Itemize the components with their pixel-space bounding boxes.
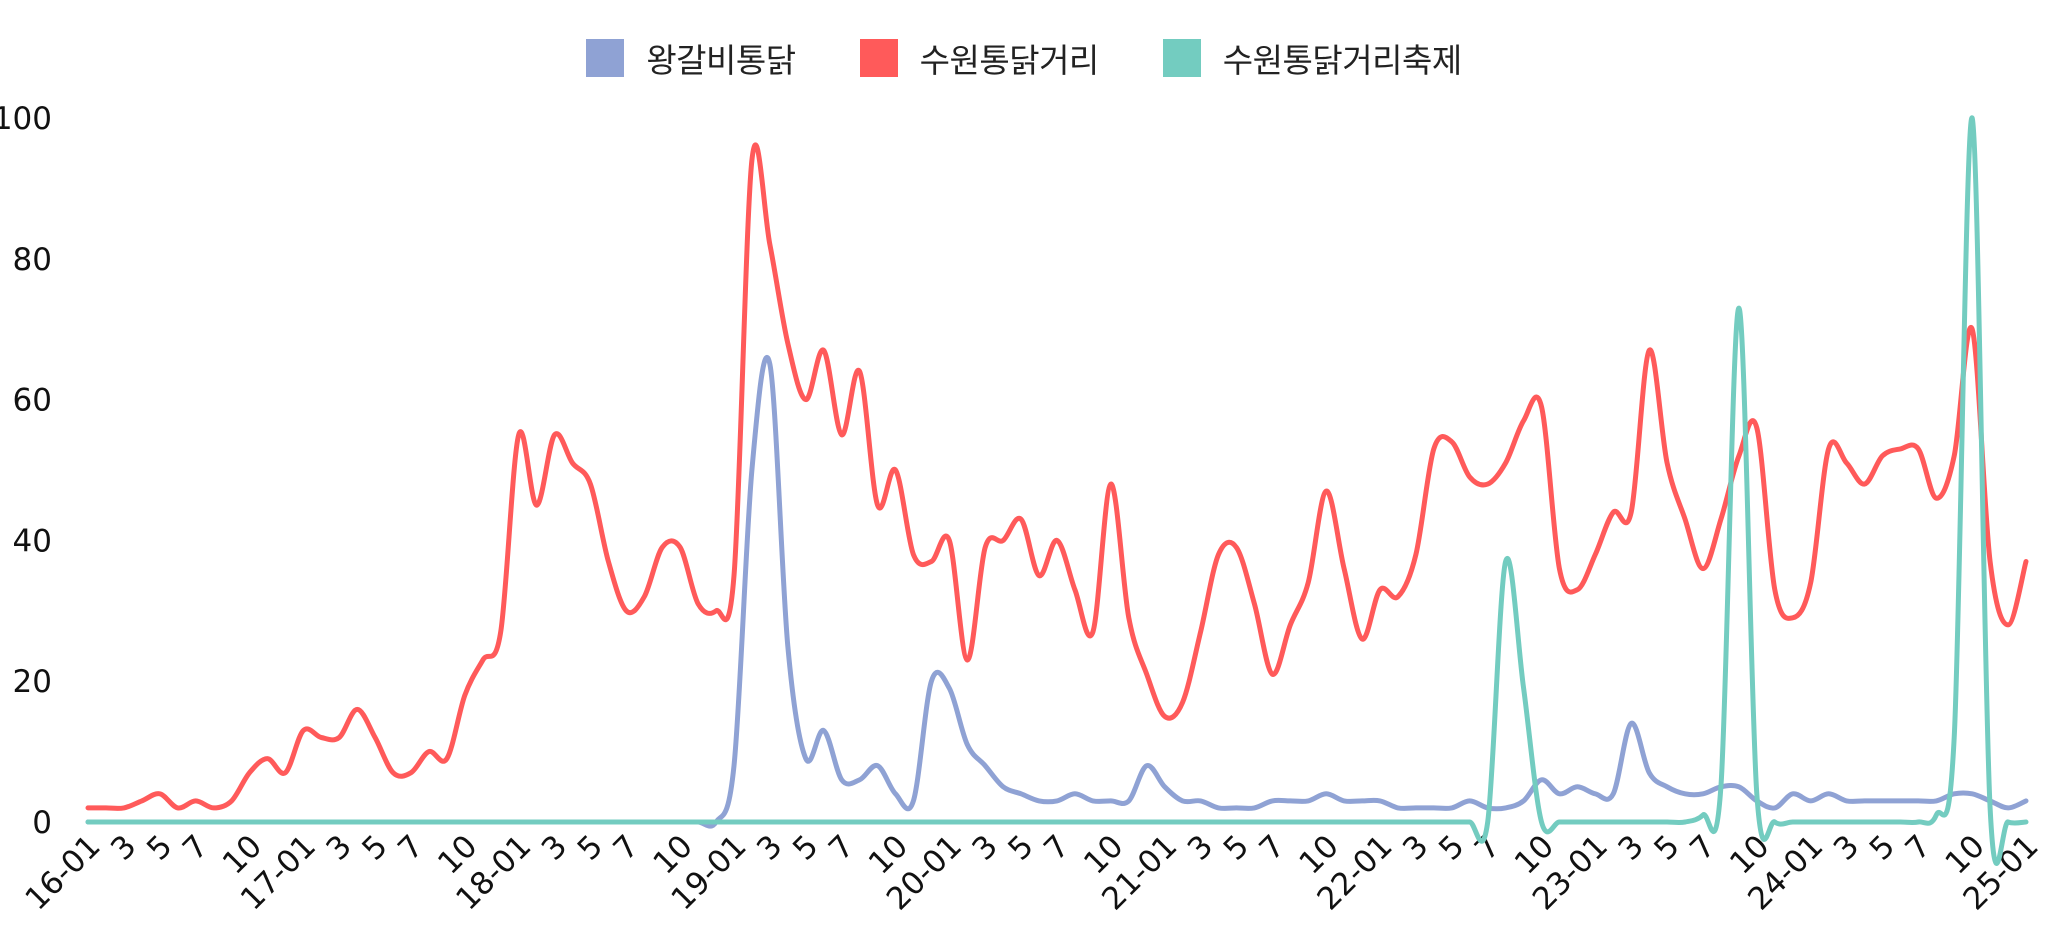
y-axis: 0 20 40 60 80 100	[0, 101, 52, 841]
legend-swatch	[1162, 39, 1201, 77]
x-tick-label: 3	[1181, 828, 1220, 867]
y-tick-label: 60	[13, 383, 52, 419]
y-tick-label: 20	[13, 664, 52, 700]
x-tick-label: 3	[1611, 828, 1650, 867]
y-tick-label: 80	[13, 242, 52, 278]
legend-label: 수원통닭거리축제	[1222, 41, 1462, 80]
legend-item-series-1[interactable]: 왕갈비통닭	[586, 34, 796, 82]
x-tick-label: 5	[786, 828, 825, 867]
legend-item-series-2[interactable]: 수원통닭거리	[859, 34, 1100, 82]
y-tick-label: 100	[0, 101, 52, 137]
legend-item-series-3[interactable]: 수원통닭거리축제	[1162, 34, 1462, 82]
x-tick-label: 3	[1827, 828, 1866, 867]
x-tick-label: 3	[750, 828, 789, 867]
x-tick-label: 7	[391, 828, 430, 867]
x-tick-label: 7	[607, 828, 646, 867]
legend-label: 수원통닭거리	[919, 41, 1100, 80]
legend-label: 왕갈비통닭	[646, 41, 796, 80]
series-line-2[interactable]	[85, 142, 2029, 811]
x-tick-label: 5	[1432, 828, 1471, 867]
x-tick-label: 7	[1253, 828, 1292, 867]
x-tick-label: 5	[355, 828, 394, 867]
x-tick-label: 5	[1217, 828, 1256, 867]
y-tick-label: 0	[32, 805, 52, 841]
chart-legend: 왕갈비통닭 수원통닭거리 수원통닭거리축제	[0, 34, 2048, 82]
x-tick-label: 3	[319, 828, 358, 867]
legend-swatch	[586, 39, 625, 77]
x-tick-label: 7	[176, 828, 215, 867]
x-tick-label: 16-01	[18, 828, 107, 917]
x-tick-label: 3	[104, 828, 143, 867]
x-tick-label: 5	[140, 828, 179, 867]
x-tick-label: 5	[571, 828, 610, 867]
x-tick-label: 3	[965, 828, 1004, 867]
x-tick-label: 7	[1683, 828, 1722, 867]
series-line-3[interactable]	[85, 115, 2029, 866]
series-lines	[85, 115, 2029, 866]
x-tick-label: 7	[1037, 828, 1076, 867]
x-tick-label: 7	[822, 828, 861, 867]
x-tick-label: 3	[1396, 828, 1435, 867]
x-tick-label: 5	[1863, 828, 1902, 867]
series-line-1[interactable]	[85, 354, 2029, 829]
legend-swatch	[859, 39, 898, 77]
x-tick-label: 5	[1001, 828, 1040, 867]
y-tick-label: 40	[13, 523, 52, 559]
x-tick-label: 7	[1899, 828, 1938, 867]
x-tick-label: 3	[535, 828, 574, 867]
x-tick-label: 5	[1647, 828, 1686, 867]
